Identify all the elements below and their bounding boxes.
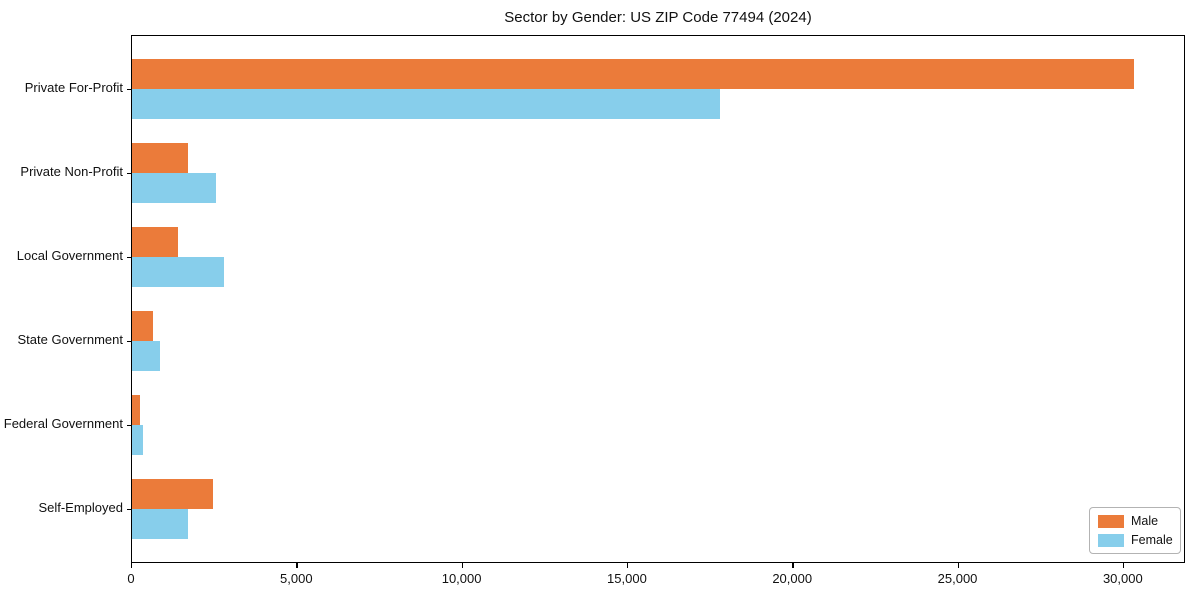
bar-group xyxy=(132,227,1184,287)
x-axis-tick xyxy=(626,563,629,568)
y-axis-tick xyxy=(127,425,132,427)
bar-group xyxy=(132,395,1184,455)
category-label: Private For-Profit xyxy=(24,80,123,95)
x-tick-label: 25,000 xyxy=(937,571,978,586)
category-label: Local Government xyxy=(16,248,123,263)
x-axis-tick xyxy=(957,563,959,568)
category-label: Private Non-Profit xyxy=(20,164,123,179)
x-tick-label: 20,000 xyxy=(772,571,813,586)
x-axis-tick xyxy=(792,563,794,568)
legend: Male Female xyxy=(1089,507,1181,554)
x-tick-label: 5,000 xyxy=(280,571,313,586)
male-bar xyxy=(132,479,213,509)
legend-entry-male: Male xyxy=(1098,514,1172,528)
female-bar xyxy=(132,509,189,539)
male-color-swatch xyxy=(1098,514,1124,528)
x-tick-label: 15,000 xyxy=(607,571,647,586)
category-label: Self-Employed xyxy=(38,500,123,515)
bar-group xyxy=(132,479,1184,539)
y-axis-tick xyxy=(127,257,132,259)
female-color-swatch xyxy=(1098,533,1124,547)
legend-entry-female: Female xyxy=(1098,533,1173,547)
x-tick-label: 30,000 xyxy=(1102,571,1143,586)
male-bar xyxy=(132,395,140,425)
female-bar xyxy=(132,257,224,287)
bar-group xyxy=(132,311,1184,371)
x-axis-tick xyxy=(296,563,298,568)
female-bar xyxy=(132,89,721,119)
category-label: Federal Government xyxy=(3,416,123,431)
male-bar xyxy=(132,143,189,173)
x-tick-label: 0 xyxy=(127,571,135,586)
male-bar xyxy=(132,227,178,257)
y-axis-tick xyxy=(127,509,132,511)
legend-label-female: Female xyxy=(1131,533,1173,547)
y-axis-tick xyxy=(127,89,132,91)
category-label: State Government xyxy=(17,332,124,347)
female-bar xyxy=(132,341,161,371)
x-axis-tick xyxy=(1122,563,1125,568)
male-bar xyxy=(132,59,1134,89)
y-axis-tick xyxy=(127,173,132,175)
female-bar xyxy=(132,173,216,203)
y-axis-tick xyxy=(127,341,132,343)
x-axis-tick xyxy=(131,563,133,568)
bar-group xyxy=(132,59,1184,119)
x-tick-label: 10,000 xyxy=(441,571,482,586)
bar-group xyxy=(132,143,1184,203)
legend-label-male: Male xyxy=(1131,514,1159,528)
chart-title: Sector by Gender: US ZIP Code 77494 (202… xyxy=(504,9,812,26)
female-bar xyxy=(132,425,143,455)
plot-area xyxy=(127,35,1185,563)
male-bar xyxy=(132,311,154,341)
x-axis-tick xyxy=(461,563,463,568)
